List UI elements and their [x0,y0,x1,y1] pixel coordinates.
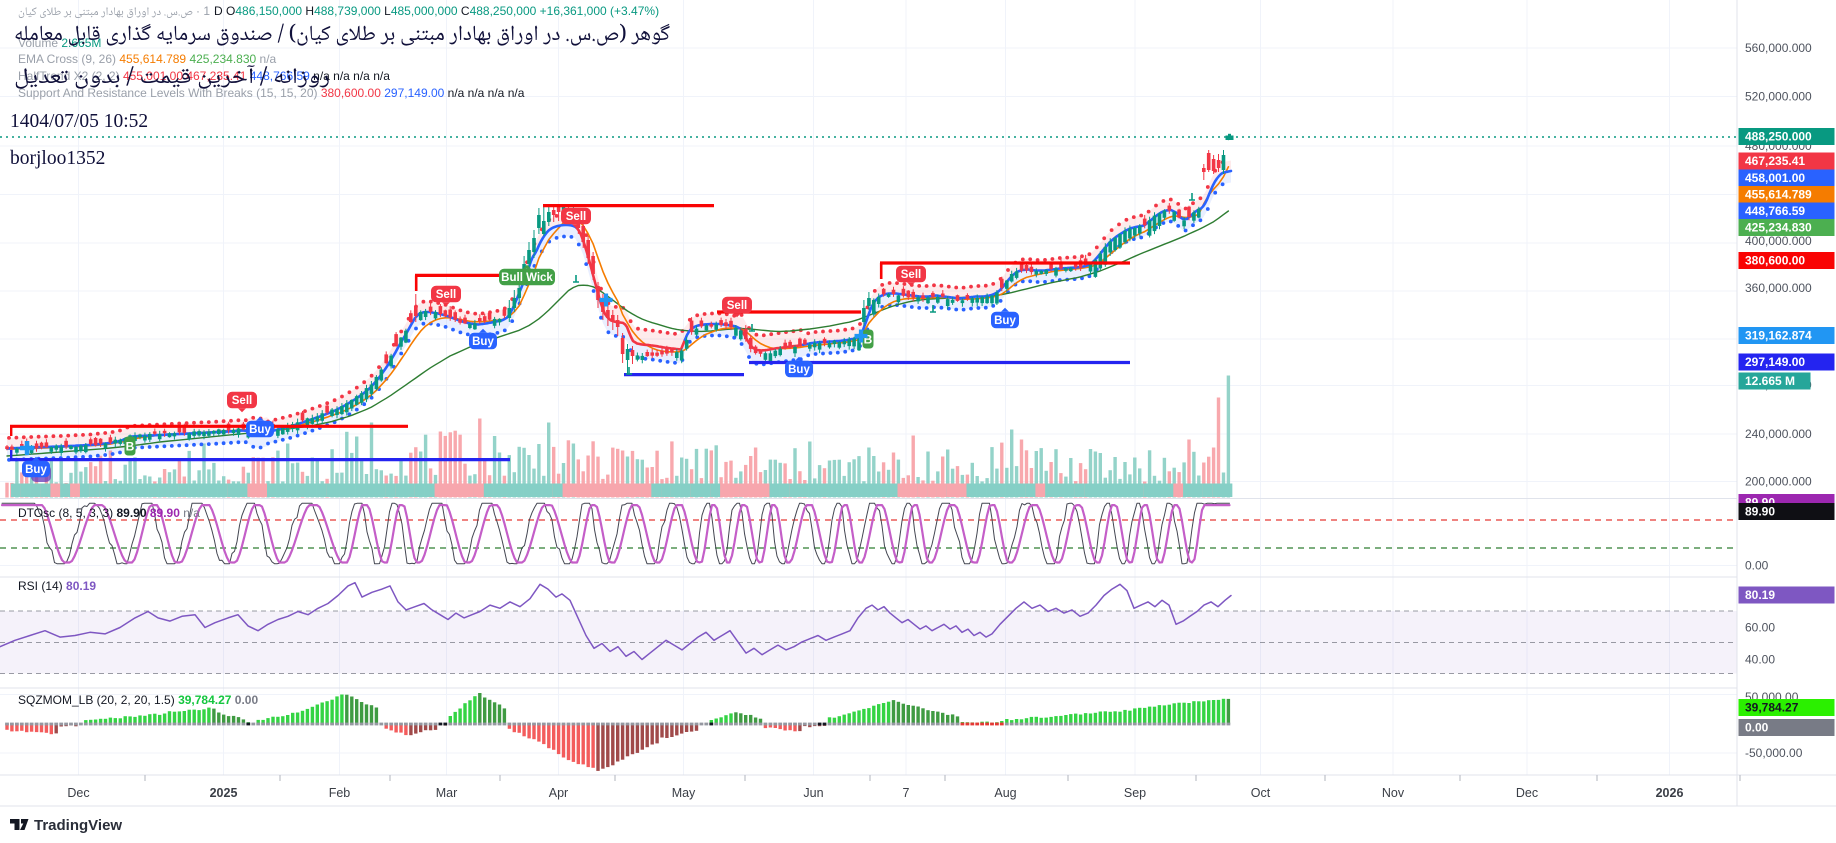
svg-text:Jun: Jun [803,786,823,800]
svg-text:DTOsc (8, 5, 3, 3) 89.90 89.90: DTOsc (8, 5, 3, 3) 89.90 89.90 n/a [18,506,200,520]
svg-text:520,000.000: 520,000.000 [1745,90,1812,104]
svg-text:297,149.00: 297,149.00 [1745,355,1805,369]
svg-text:39,784.27: 39,784.27 [1745,701,1799,715]
svg-text:60.00: 60.00 [1745,621,1775,635]
svg-text:560,000.000: 560,000.000 [1745,41,1812,55]
svg-text:360,000.000: 360,000.000 [1745,281,1812,295]
svg-text:89.90: 89.90 [1745,505,1775,519]
svg-text:448,766.59: 448,766.59 [1745,204,1805,218]
svg-text:B: B [126,440,135,454]
svg-text:2026: 2026 [1656,786,1684,800]
svg-text:RSI (14) 80.19: RSI (14) 80.19 [18,579,96,593]
svg-text:Buy: Buy [788,364,810,376]
svg-text:455,614.789: 455,614.789 [1745,188,1812,202]
svg-text:-50,000.00: -50,000.00 [1745,746,1803,760]
svg-text:Buy: Buy [249,424,271,436]
svg-text:Support And Resistance Levels: Support And Resistance Levels With Break… [18,86,525,100]
svg-text:Sell: Sell [232,395,252,407]
svg-text:O486,150,000 H488,739,000 L485: O486,150,000 H488,739,000 L485,000,000 C… [226,4,659,18]
svg-text:2025: 2025 [210,786,238,800]
svg-text:Nov: Nov [1382,786,1405,800]
svg-text:· 1 ·: · 1 · [196,4,217,18]
svg-text:425,234.830: 425,234.830 [1745,221,1812,235]
svg-text:Oct: Oct [1251,786,1271,800]
svg-text:0.00: 0.00 [1745,721,1769,735]
svg-text:240,000.000: 240,000.000 [1745,427,1812,441]
svg-text:Buy: Buy [994,315,1016,327]
svg-text:80.19: 80.19 [1745,588,1775,602]
svg-text:B: B [864,333,873,347]
svg-text:Sell: Sell [566,211,586,223]
svg-text:Dec: Dec [67,786,89,800]
svg-text:1404/07/05 10:52: 1404/07/05 10:52 [10,111,148,132]
svg-text:borjloo1352: borjloo1352 [10,148,105,169]
svg-text:May: May [672,786,696,800]
svg-text:SQZMOM_LB (20, 2, 20, 1.5) 39,: SQZMOM_LB (20, 2, 20, 1.5) 39,784.27 0.0… [18,693,258,707]
svg-text:Feb: Feb [329,786,351,800]
svg-text:Aug: Aug [994,786,1016,800]
svg-text:12.665 M: 12.665 M [1745,374,1795,388]
svg-text:200,000.000: 200,000.000 [1745,475,1812,489]
svg-text:Apr: Apr [549,786,568,800]
svg-text:Sell: Sell [727,300,747,312]
svg-text:7: 7 [903,786,910,800]
svg-text:Mar: Mar [436,786,458,800]
svg-text:Sell: Sell [901,269,921,281]
svg-text:D: D [214,4,223,18]
svg-text:Sep: Sep [1124,786,1146,800]
svg-text:Buy: Buy [25,464,47,476]
svg-text:400,000.000: 400,000.000 [1745,234,1812,248]
svg-text:458,001.00: 458,001.00 [1745,171,1805,185]
svg-text:TradingView: TradingView [34,817,122,834]
svg-text:467,235.41: 467,235.41 [1745,154,1805,168]
svg-text:Dec: Dec [1516,786,1538,800]
svg-text:EMA Cross (9, 26) 455,614.789: EMA Cross (9, 26) 455,614.789 425,234.83… [18,52,277,66]
svg-text:Bull Wick: Bull Wick [501,272,553,284]
svg-text:40.00: 40.00 [1745,653,1775,667]
svg-text:Sell: Sell [436,289,456,301]
svg-text:Buy: Buy [472,336,494,348]
svg-text:319,162.874: 319,162.874 [1745,329,1812,343]
svg-text:380,600.00: 380,600.00 [1745,254,1805,268]
svg-text:488,250.000: 488,250.000 [1745,130,1812,144]
svg-text:0.00: 0.00 [1745,559,1769,573]
